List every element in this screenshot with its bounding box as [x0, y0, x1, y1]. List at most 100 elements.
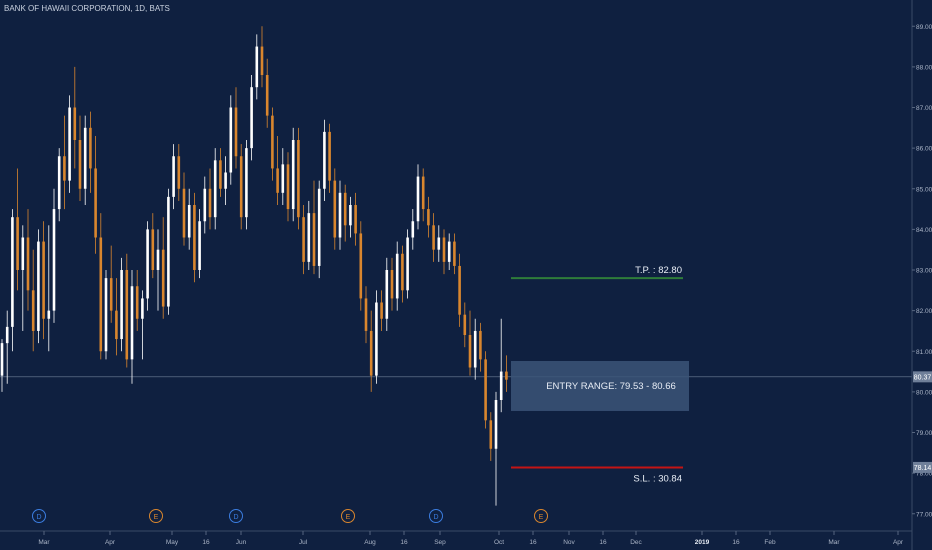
candle-body — [265, 75, 269, 116]
candle-body — [489, 420, 493, 449]
candles — [0, 26, 508, 506]
candle-body — [161, 249, 165, 307]
candle-body — [349, 205, 352, 226]
candle-body — [239, 156, 243, 218]
price-tick-label: 84.00 — [916, 227, 932, 234]
price-tick-label: 77.00 — [916, 511, 932, 518]
event-marker-label: E — [154, 514, 159, 521]
time-tick-label: Mar — [828, 539, 840, 546]
candle-body — [224, 172, 227, 189]
candle-body — [416, 176, 420, 222]
price-tick-label: 86.00 — [916, 146, 932, 153]
time-tick-label: 16 — [599, 539, 607, 546]
time-tick-label: Dec — [630, 539, 642, 546]
candle-body — [380, 302, 383, 319]
event-marker-circle — [534, 509, 548, 523]
candle-body — [156, 249, 160, 270]
candle-body — [182, 188, 186, 238]
candle-body — [453, 241, 456, 266]
candle-body — [115, 310, 118, 340]
time-tick-label: Jun — [236, 539, 247, 546]
candle-body — [458, 265, 461, 315]
candle-body — [26, 237, 30, 291]
time-tick-label: Aug — [364, 539, 376, 546]
price-tick-label: 88.00 — [916, 64, 932, 71]
event-marker-label: E — [346, 514, 351, 521]
candle-body — [94, 168, 97, 238]
time-tick-label: Feb — [764, 539, 776, 546]
candle-body — [57, 156, 61, 210]
candle-body — [83, 127, 87, 189]
candle-body — [198, 221, 201, 270]
time-tick-label: Nov — [563, 539, 575, 546]
candle-body — [333, 180, 337, 238]
event-marker-label: E — [539, 514, 544, 521]
candle-body — [307, 213, 311, 262]
time-tick-label: May — [166, 539, 179, 546]
candle-body — [406, 237, 409, 291]
time-tick-label: 2019 — [695, 539, 710, 546]
candle-body — [385, 270, 389, 319]
candle-body — [63, 156, 66, 181]
event-marker-label: D — [36, 514, 41, 521]
candle-body — [473, 330, 477, 368]
candle-body — [73, 107, 77, 140]
price-tick-label: 89.00 — [916, 24, 932, 31]
price-tick-label: 87.00 — [916, 105, 932, 112]
candle-body — [193, 205, 196, 270]
event-marker-circle — [429, 509, 443, 523]
secondary-price-value: 78.14 — [914, 465, 932, 472]
time-tick-label: Jul — [299, 539, 308, 546]
candle-body — [484, 359, 487, 421]
candle-body — [260, 46, 264, 75]
candle-body — [229, 107, 233, 173]
candle-body — [297, 140, 300, 218]
candle-body — [375, 302, 378, 376]
entry-range-box[interactable] — [511, 361, 689, 411]
candle-body — [21, 237, 25, 270]
candle-body — [354, 205, 357, 234]
candle-body — [281, 164, 285, 193]
candle-body — [505, 371, 508, 380]
candle-body — [302, 217, 305, 262]
candle-body — [479, 330, 482, 360]
event-marker-circle — [32, 509, 46, 523]
candle-body — [499, 371, 503, 400]
price-tick-label: 85.00 — [916, 186, 932, 193]
candle-body — [442, 237, 446, 262]
candle-body — [208, 188, 212, 218]
time-axis[interactable]: Mar Apr May 16 Jun Jul Aug 16 Sep Oct 16 Nov 16 Dec 20… — [0, 530, 912, 546]
candle-body — [468, 335, 472, 368]
event-marker-circle — [149, 509, 163, 523]
candle-body — [141, 298, 144, 319]
time-tick-label: 16 — [529, 539, 537, 546]
time-tick-label: Sep — [434, 539, 446, 546]
candle-body — [219, 160, 222, 189]
price-axis[interactable]: 77.00 78.00 79.00 80.00 81.00 82.00 83.00 84.00… — [911, 0, 932, 550]
candle-body — [494, 400, 498, 449]
candle-body — [276, 168, 279, 193]
candle-body — [271, 115, 274, 169]
time-tick-label: 16 — [202, 539, 210, 546]
candle-body — [172, 156, 175, 197]
candle-body — [411, 221, 415, 238]
chart-title: BANK OF HAWAII CORPORATION, 1D, BATS — [4, 4, 170, 13]
candle-body — [343, 192, 347, 226]
candle-body — [109, 278, 113, 311]
event-marker-circle — [341, 509, 355, 523]
price-tick-label: 81.00 — [916, 349, 932, 356]
candle-body — [245, 148, 248, 218]
price-tick-label: 82.00 — [916, 308, 932, 315]
candle-body — [146, 229, 149, 299]
event-marker-label: D — [433, 514, 438, 521]
candle-body — [317, 188, 321, 266]
candle-body — [203, 188, 207, 222]
event-marker-label: D — [233, 514, 238, 521]
price-tick-label: 79.00 — [916, 430, 932, 437]
candle-body — [0, 343, 4, 376]
candle-body — [234, 107, 238, 157]
candle-body — [42, 241, 45, 319]
